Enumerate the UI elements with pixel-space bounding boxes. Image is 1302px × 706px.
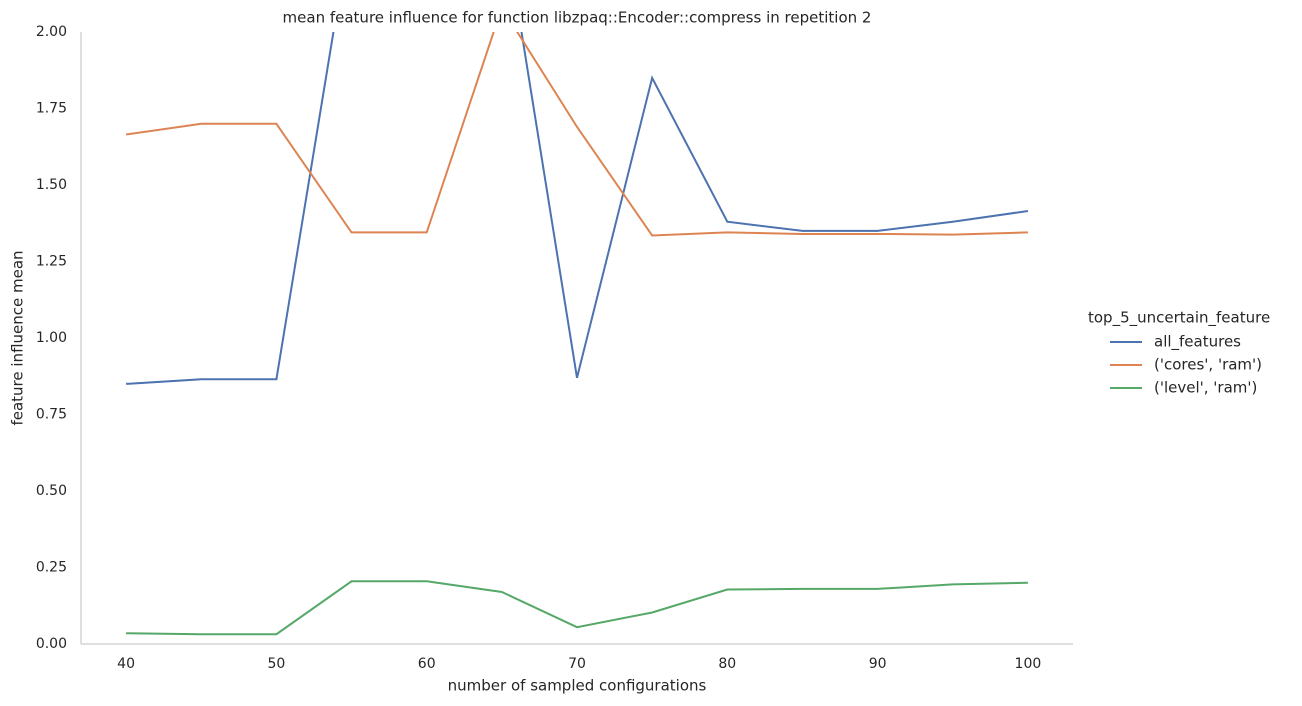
legend-label: all_features — [1154, 333, 1241, 352]
line-series — [126, 32, 1029, 385]
x-tick-label: 80 — [718, 656, 736, 672]
chart-title: mean feature influence for function libz… — [283, 9, 872, 27]
x-tick-label: 90 — [869, 656, 887, 672]
y-tick-label: 1.00 — [36, 330, 67, 346]
y-tick-label: 0.00 — [36, 636, 67, 652]
y-tick-label: 1.75 — [36, 101, 67, 117]
y-axis-label: feature influence mean — [9, 250, 27, 425]
x-axis-label: number of sampled configurations — [448, 677, 707, 695]
x-tick-label: 60 — [418, 656, 436, 672]
legend-title: top_5_uncertain_feature — [1088, 309, 1270, 328]
y-tick-label: 1.25 — [36, 254, 67, 270]
x-tick-label: 70 — [568, 656, 586, 672]
y-tick-label: 1.50 — [36, 177, 67, 193]
y-tick-label: 2.00 — [36, 24, 67, 40]
legend-label: ('cores', 'ram') — [1154, 356, 1262, 374]
y-tick-label: 0.25 — [36, 560, 67, 576]
x-tick-label: 50 — [267, 656, 285, 672]
line-series — [125, 32, 1028, 237]
line-series — [126, 580, 1028, 636]
legend-label: ('level', 'ram') — [1154, 379, 1257, 397]
x-tick-label: 100 — [1015, 656, 1042, 672]
y-tick-label: 0.50 — [36, 483, 67, 499]
x-tick-label: 40 — [117, 656, 135, 672]
y-tick-label: 0.75 — [36, 407, 67, 423]
